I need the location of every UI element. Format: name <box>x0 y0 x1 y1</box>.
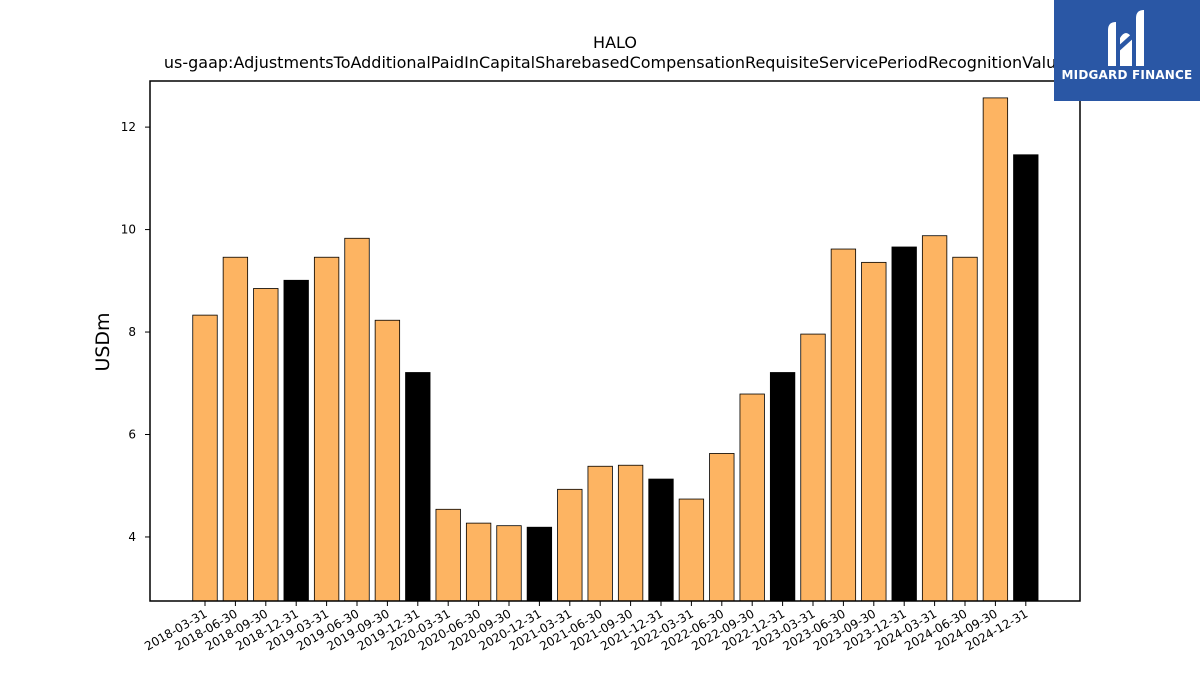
bars-group <box>192 97 1039 602</box>
bar-2021-12-31 <box>648 478 674 602</box>
y-tick-label: 8 <box>128 325 136 339</box>
bar-2024-03-31 <box>921 235 948 602</box>
y-tick-label: 6 <box>128 427 136 441</box>
midgard-logo-icon <box>1108 10 1144 66</box>
bar-2018-12-31 <box>283 279 309 602</box>
bar-2024-06-30 <box>952 256 978 602</box>
bar-2022-06-30 <box>709 453 735 602</box>
midgard-finance-logo: MIDGARD FINANCE <box>1054 0 1200 101</box>
chart-title: HALO <box>593 33 637 52</box>
bar-2020-09-30 <box>496 525 522 602</box>
bar-2018-09-30 <box>253 288 279 602</box>
x-axis-ticks: 2018-03-312018-06-302018-09-302018-12-31… <box>142 601 1030 653</box>
bar-2023-06-30 <box>830 248 857 602</box>
bar-2021-09-30 <box>617 464 644 602</box>
bar-2019-06-30 <box>344 237 370 602</box>
bar-2022-12-31 <box>769 372 796 602</box>
bar-2020-12-31 <box>526 526 553 602</box>
y-axis-ticks: 4 6 8 10 12 <box>121 120 150 544</box>
y-tick-label: 10 <box>121 223 136 237</box>
logo-text: MIDGARD FINANCE <box>1061 68 1193 82</box>
y-tick-label: 12 <box>121 120 136 134</box>
bar-2024-12-31 <box>1013 154 1039 602</box>
bar-2024-09-30 <box>982 97 1009 602</box>
bar-2020-06-30 <box>465 522 492 602</box>
bar-2022-09-30 <box>739 393 765 602</box>
y-tick-label: 4 <box>128 530 136 544</box>
bar-2021-06-30 <box>587 465 613 602</box>
bar-2021-03-31 <box>557 488 583 602</box>
bar-2023-03-31 <box>800 333 826 602</box>
bar-2020-03-31 <box>435 508 461 602</box>
bar-2023-12-31 <box>891 246 917 602</box>
bar-2022-03-31 <box>678 498 705 602</box>
plot-frame <box>149 80 1081 602</box>
bar-2019-09-30 <box>374 319 401 602</box>
bar-2023-09-30 <box>861 261 887 602</box>
bar-2019-03-31 <box>313 256 340 602</box>
bar-2019-12-31 <box>405 372 431 602</box>
chart-subtitle: us-gaap:AdjustmentsToAdditionalPaidInCap… <box>164 53 1066 72</box>
bar-2018-03-31 <box>192 314 218 602</box>
y-axis-label: USDm <box>92 312 114 371</box>
bar-2018-06-30 <box>222 256 249 602</box>
